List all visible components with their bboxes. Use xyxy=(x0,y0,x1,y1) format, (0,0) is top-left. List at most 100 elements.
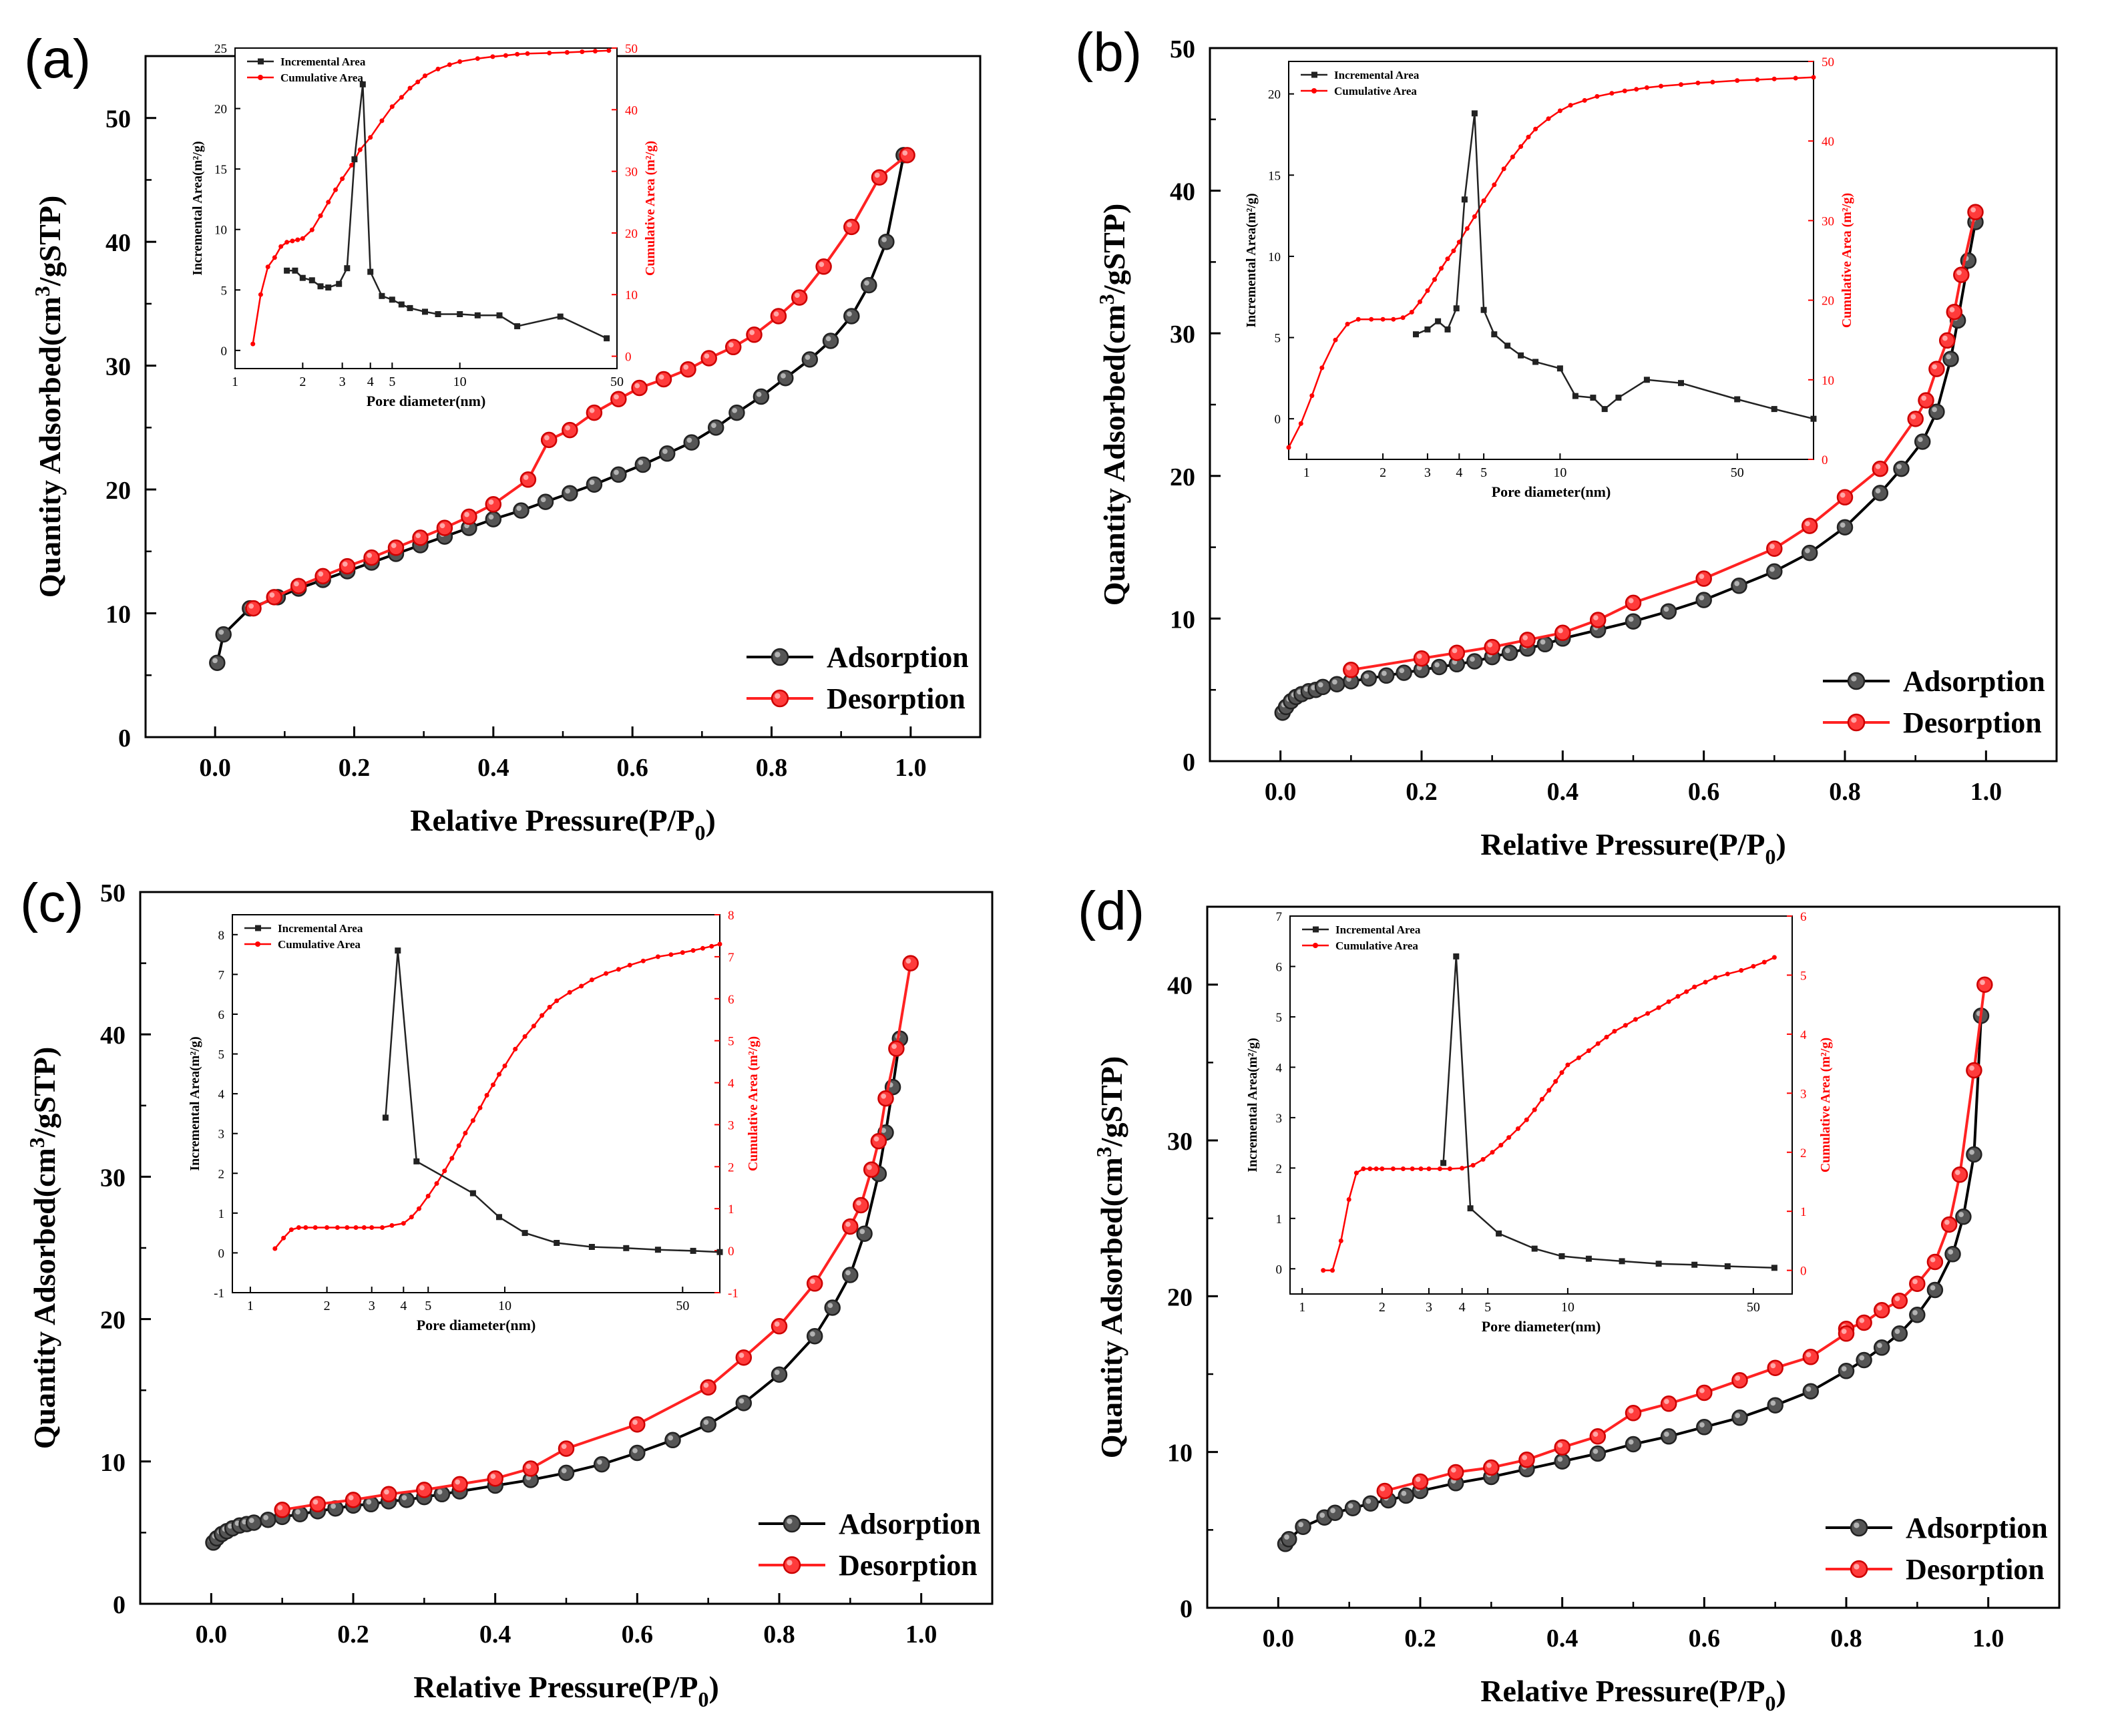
inset-frame xyxy=(1289,915,1793,1295)
inset-cumulative-point xyxy=(309,227,314,232)
inset-legend-label: Incremental Area xyxy=(1334,69,1420,81)
data-point xyxy=(1907,411,1924,427)
data-point-highlight xyxy=(704,353,710,359)
inset-cumulative-point xyxy=(680,950,685,955)
legend-marker-body xyxy=(783,1514,801,1533)
data-point-body xyxy=(700,350,717,367)
data-point xyxy=(902,955,919,971)
data-point-body xyxy=(537,493,554,510)
inset-y-tick-label-left: 7 xyxy=(1276,910,1283,924)
inset-cumulative-point xyxy=(503,53,508,58)
data-point-body xyxy=(586,476,603,493)
data-point-body xyxy=(1872,485,1889,501)
inset-cumulative-point xyxy=(1811,75,1816,80)
legend-marker-body xyxy=(1850,1560,1868,1578)
data-point-highlight xyxy=(1415,1476,1421,1482)
data-point-highlight xyxy=(1557,1456,1563,1462)
data-point-highlight xyxy=(728,342,734,348)
inset-frame xyxy=(234,47,618,369)
inset-cumulative-point xyxy=(690,948,696,953)
x-tick-label: 0.4 xyxy=(477,754,509,782)
data-point xyxy=(1928,361,1945,377)
data-point-body xyxy=(791,289,808,306)
inset-legend-label: Incremental Area xyxy=(278,922,363,935)
data-point-highlight xyxy=(384,1489,389,1495)
legend-label: Desorption xyxy=(1906,1553,2045,1586)
inset-cumulative-point xyxy=(435,66,441,71)
inset-x-tick-label: 3 xyxy=(1424,465,1431,480)
data-point-body xyxy=(1766,540,1783,557)
data-point-body xyxy=(861,276,877,294)
inset-cumulative-point xyxy=(1739,967,1744,973)
inset-cumulative-point xyxy=(1400,1166,1406,1171)
inset-incremental-point xyxy=(474,312,481,318)
inset-y-tick-label-left: 2 xyxy=(218,1167,225,1181)
data-point-highlight xyxy=(632,1420,638,1425)
data-point-body xyxy=(1944,1246,1961,1263)
data-point-highlight xyxy=(1769,544,1775,550)
data-point xyxy=(558,1440,575,1457)
inset-cumulative-point xyxy=(425,1193,431,1199)
data-point-highlight xyxy=(1735,1375,1741,1381)
data-point-highlight xyxy=(703,1420,709,1425)
data-point-highlight xyxy=(810,1331,815,1337)
inset-legend-item: Cumulative Area xyxy=(1301,85,1417,97)
data-point xyxy=(1926,1253,1944,1271)
y-axis-label-rest: /gSTP) xyxy=(33,196,67,286)
inset-cumulative-point xyxy=(1516,1126,1520,1131)
y-axis-label: Quantity Adsorbed(cm3/gSTP) xyxy=(25,1047,61,1450)
inset-y-tick-label-left: 2 xyxy=(1276,1162,1283,1176)
inset-cumulative-point xyxy=(564,50,570,55)
data-point-body xyxy=(398,1492,415,1508)
inset-x-axis-label: Pore diameter(nm) xyxy=(1482,1318,1601,1335)
data-point xyxy=(806,1327,823,1345)
x-tick-label: 0.6 xyxy=(616,754,648,782)
inset-incremental-point xyxy=(351,156,358,163)
inset-cumulative-point xyxy=(547,1004,552,1010)
inset-cumulative-point xyxy=(490,54,495,59)
inset-incremental-point xyxy=(496,1214,502,1221)
inset-y-tick-label-left: 15 xyxy=(214,163,227,177)
data-point-highlight xyxy=(1401,1490,1407,1496)
data-point-highlight xyxy=(881,237,887,242)
inset-incremental-point xyxy=(359,81,366,87)
data-point-highlight xyxy=(1434,662,1440,668)
inset-cumulative-point xyxy=(1645,1011,1651,1016)
inset-legend-label: Cumulative Area xyxy=(1335,939,1418,952)
legend-item: Adsorption xyxy=(1823,665,2045,698)
inset-incremental-point xyxy=(1734,396,1741,403)
inset-cumulative-point xyxy=(1644,85,1649,90)
data-point-highlight xyxy=(1841,1366,1847,1371)
data-point xyxy=(1856,1314,1872,1331)
inset-incremental-point xyxy=(1531,1245,1538,1252)
inset-cumulative-point xyxy=(1576,1055,1581,1060)
data-point xyxy=(1314,678,1331,696)
data-point-body xyxy=(1484,638,1500,656)
inset-incremental-line xyxy=(385,950,720,1253)
data-point xyxy=(314,568,331,585)
data-point-body xyxy=(558,1464,575,1482)
legend-label: Adsorption xyxy=(1906,1512,2048,1544)
y-tick-label: 10 xyxy=(100,1449,126,1477)
inset-cumulative-point xyxy=(272,1246,278,1251)
y-tick-label: 20 xyxy=(100,1307,126,1335)
y-axis-label-sup: 3 xyxy=(30,286,54,296)
data-point xyxy=(843,218,860,236)
x-axis-label-main: Relative Pressure(P/P xyxy=(1480,1674,1765,1708)
inset-cumulative-point xyxy=(1309,393,1315,399)
inset-cumulative-point xyxy=(1526,134,1531,140)
y-axis-label-main: Quantity Adsorbed(cm xyxy=(1094,1157,1128,1458)
data-point-body xyxy=(1281,1531,1297,1548)
data-point-body xyxy=(1412,1473,1429,1490)
x-tick-label: 0.4 xyxy=(1547,778,1579,806)
data-point-body xyxy=(1873,1302,1890,1319)
data-point xyxy=(664,1432,681,1449)
inset-y-tick-label-right: 20 xyxy=(1822,294,1834,308)
inset-cumulative-point xyxy=(497,1072,501,1077)
data-point-highlight xyxy=(1840,492,1846,498)
legend-marker xyxy=(771,689,789,708)
inset-cumulative-point xyxy=(1524,1117,1529,1122)
data-point xyxy=(1447,1464,1464,1481)
data-point-highlight xyxy=(845,1221,851,1227)
inset-cumulative-point xyxy=(1374,1166,1379,1171)
